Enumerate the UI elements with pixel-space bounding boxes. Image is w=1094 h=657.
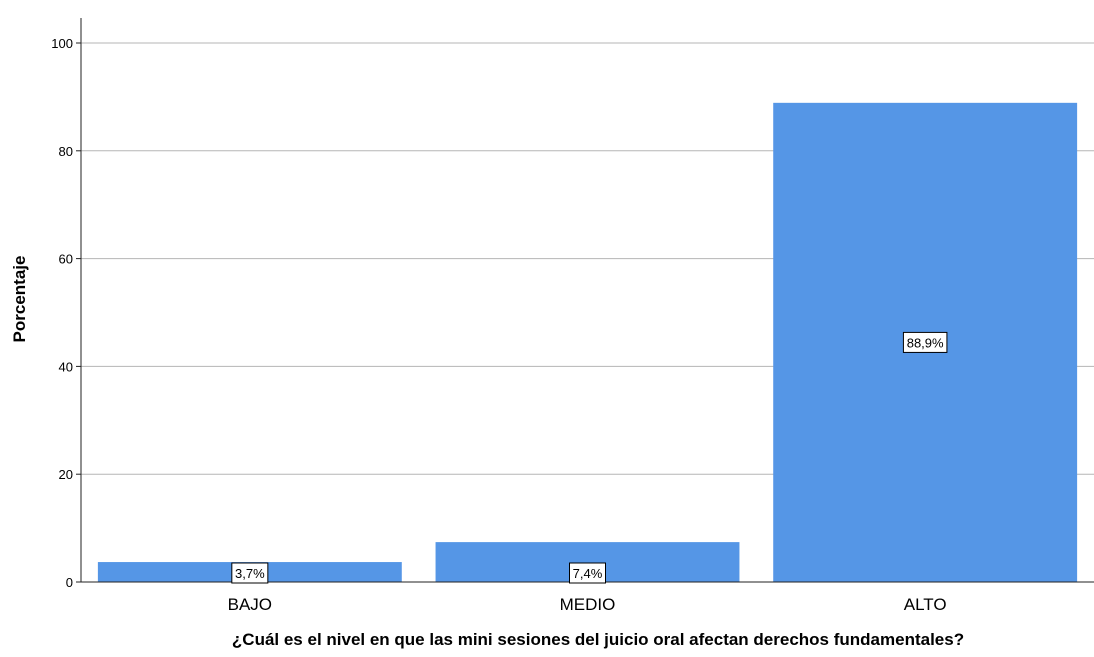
data-label-box (231, 562, 269, 584)
y-tick-label: 20 (59, 467, 73, 482)
data-label-alto: 88,9% (902, 331, 948, 353)
data-labels: 3,7% 7,4% 88,9% (231, 331, 948, 584)
y-axis-title: Porcentaje (10, 256, 29, 343)
data-label-box (902, 331, 948, 353)
y-tick-label: 80 (59, 144, 73, 159)
y-tick-label: 60 (59, 252, 73, 267)
y-tick-label: 40 (59, 359, 73, 374)
y-tick-label: 100 (51, 36, 73, 51)
y-tick-labels: 0 20 40 60 80 100 (51, 36, 73, 590)
data-label-text: 3,7% (235, 566, 265, 581)
x-tick-label-bajo: BAJO (228, 595, 272, 614)
x-tick-label-medio: MEDIO (560, 595, 616, 614)
data-label-bajo: 3,7% (231, 562, 269, 584)
x-tick-label-alto: ALTO (904, 595, 947, 614)
data-label-box (569, 562, 606, 584)
x-tick-labels: BAJO MEDIO ALTO (228, 595, 947, 614)
data-label-medio: 7,4% (569, 562, 606, 584)
data-label-text: 7,4% (573, 566, 603, 581)
data-label-text: 88,9% (907, 335, 944, 350)
y-tick-label: 0 (66, 575, 73, 590)
x-axis-title: ¿Cuál es el nivel en que las mini sesion… (232, 630, 964, 649)
